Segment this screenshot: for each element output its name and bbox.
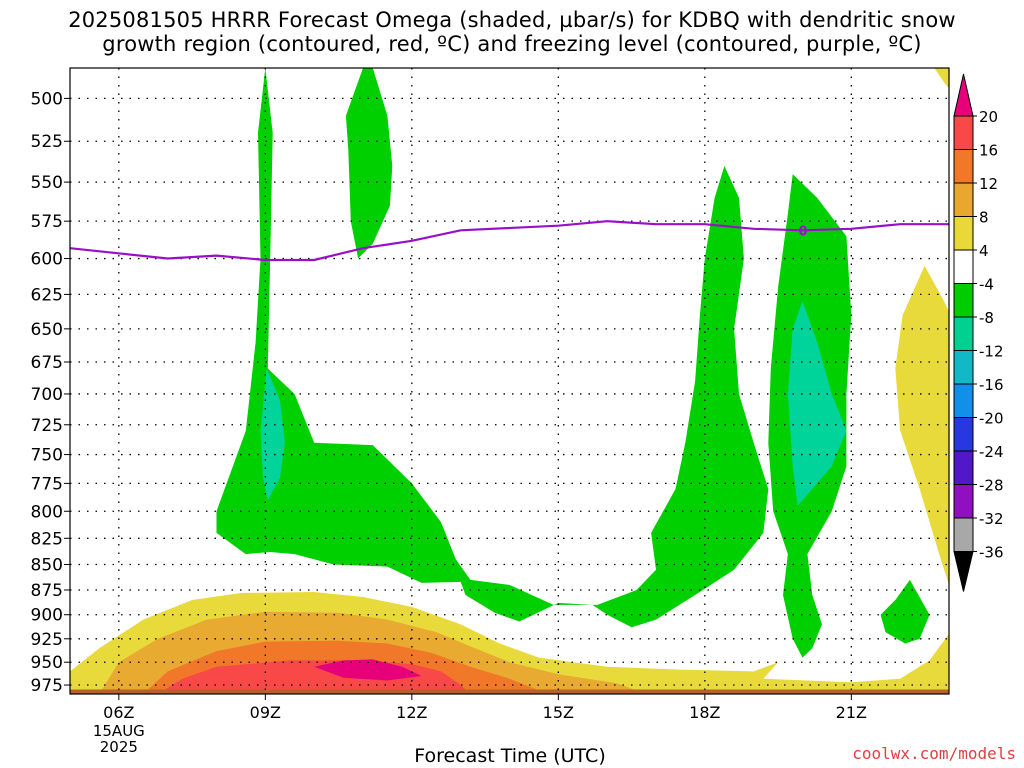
colorbar-label: 4 xyxy=(979,242,989,260)
y-tick-label: 775 xyxy=(31,474,63,494)
y-tick-label: 850 xyxy=(31,556,63,576)
y-tick-label: 650 xyxy=(31,320,63,340)
colorbar-segment xyxy=(953,283,974,318)
colorbar-label: -8 xyxy=(979,309,994,327)
colorbar-label: 8 xyxy=(979,209,989,227)
x-date-label: 2025 xyxy=(100,738,138,756)
axes-layer: 500 525 550 575 600 625 650 675 700 725 750 775 800 8… xyxy=(31,67,950,756)
omega-region-yellow xyxy=(895,265,949,585)
x-tick-label: 09Z xyxy=(250,703,281,722)
colorbar-label: -4 xyxy=(979,276,994,294)
y-tick-label: 900 xyxy=(31,606,63,626)
colorbar-segment xyxy=(953,350,974,385)
y-tick-label: 675 xyxy=(31,353,63,373)
freezing-level-layer: 0 xyxy=(70,220,949,262)
colorbar-segment xyxy=(953,182,974,217)
colorbar-segment xyxy=(953,149,974,184)
y-tick-label: 525 xyxy=(31,132,63,152)
chart-title-line1: 2025081505 HRRR Forecast Omega (shaded, … xyxy=(68,8,956,32)
y-tick-label: 600 xyxy=(31,250,63,270)
colorbar-segment xyxy=(953,383,974,418)
colorbar-label: -32 xyxy=(979,510,1004,528)
y-tick-label: 575 xyxy=(31,212,63,232)
x-tick-label: 06Z xyxy=(103,703,134,722)
colorbar-segment xyxy=(953,216,974,251)
y-tick-label: 975 xyxy=(31,676,63,696)
y-tick-label: 725 xyxy=(31,416,63,436)
x-tick-label: 15Z xyxy=(543,703,574,722)
colorbar-label: -28 xyxy=(979,477,1004,495)
colorbar-label: -36 xyxy=(979,544,1004,562)
omega-region-yellow xyxy=(934,68,949,89)
omega-region-teal xyxy=(787,301,847,506)
plot-fills xyxy=(70,68,949,694)
y-tick-label: 550 xyxy=(31,173,63,193)
colorbar-segment xyxy=(953,417,974,452)
colorbar-label: -24 xyxy=(979,443,1004,461)
colorbar: 20 16 12 8 4 -4 -8 -12 -16 -20 -24 -28 -32 -36 xyxy=(953,73,1004,592)
x-date-label: 15AUG xyxy=(93,722,145,740)
omega-region-green xyxy=(216,68,769,628)
x-tick-label: 12Z xyxy=(396,703,427,722)
omega-region-teal xyxy=(260,368,285,501)
omega-region-green xyxy=(880,579,930,644)
colorbar-segment xyxy=(953,316,974,351)
colorbar-top-arrow xyxy=(953,73,974,117)
y-tick-label: 825 xyxy=(31,529,63,549)
y-tick-label: 875 xyxy=(31,581,63,601)
x-tick-label: 21Z xyxy=(836,703,867,722)
colorbar-segment xyxy=(953,484,974,519)
y-tick-label: 500 xyxy=(31,89,63,109)
site-credit: coolwx.com/models xyxy=(852,744,1016,763)
freezing-level-label: 0 xyxy=(799,224,808,239)
y-tick-label: 700 xyxy=(31,385,63,405)
y-tick-label: 950 xyxy=(31,653,63,673)
plot-frame xyxy=(69,67,950,695)
colorbar-label: 20 xyxy=(979,108,998,126)
omega-region-magenta xyxy=(314,659,422,681)
x-tick-label: 18Z xyxy=(689,703,720,722)
colorbar-label: 12 xyxy=(979,175,998,193)
y-tick-label: 625 xyxy=(31,285,63,305)
colorbar-label: 16 xyxy=(979,142,998,160)
colorbar-segment xyxy=(953,517,974,552)
y-tick-label: 800 xyxy=(31,502,63,522)
x-axis-title: Forecast Time (UTC) xyxy=(414,745,606,767)
y-tick-label: 925 xyxy=(31,630,63,650)
colorbar-segment xyxy=(953,115,974,150)
colorbar-bottom-arrow xyxy=(953,551,974,592)
freezing-level-line xyxy=(70,220,949,262)
colorbar-label: -12 xyxy=(979,343,1004,361)
y-tick-label: 750 xyxy=(31,446,63,466)
colorbar-label: -16 xyxy=(979,376,1004,394)
omega-region-green xyxy=(345,68,393,259)
colorbar-label: -20 xyxy=(979,410,1004,428)
chart-title-line2: growth region (contoured, red, ºC) and f… xyxy=(102,32,922,56)
colorbar-segment xyxy=(953,450,974,485)
colorbar-segment xyxy=(953,249,974,284)
ground-strip xyxy=(70,689,949,694)
